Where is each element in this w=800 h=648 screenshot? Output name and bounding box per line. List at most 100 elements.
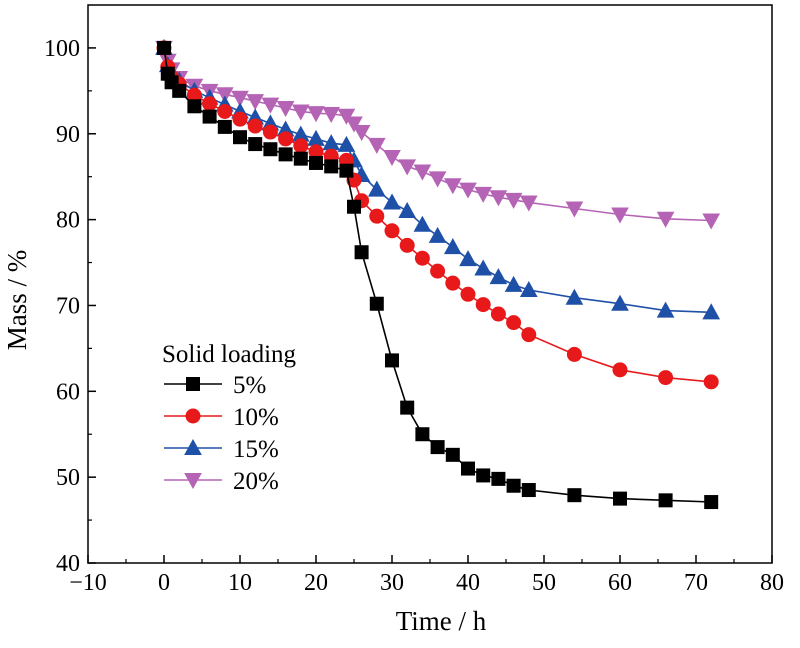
data-point-20-pct <box>474 186 493 203</box>
data-point-20-pct <box>656 211 675 228</box>
data-point-15-pct <box>428 226 447 243</box>
data-point-15-pct <box>489 268 508 285</box>
data-point-20-pct <box>504 192 523 209</box>
data-point-10-pct <box>430 263 446 279</box>
data-point-5-pct <box>347 199 361 214</box>
legend-item-15-pct: 15% <box>164 436 279 463</box>
data-point-20-pct <box>345 116 363 133</box>
data-point-5-pct <box>491 471 506 486</box>
data-point-15-pct <box>307 129 325 146</box>
data-point-15-pct <box>565 288 584 305</box>
data-point-10-pct <box>217 103 233 119</box>
data-point-5-pct <box>385 353 399 368</box>
data-point-20-pct <box>322 107 341 124</box>
data-point-20-pct <box>459 182 477 199</box>
x-tick-label: −10 <box>69 570 107 596</box>
x-tick-label: 30 <box>380 570 404 596</box>
series-layer <box>155 38 721 510</box>
data-point-20-pct <box>383 149 401 166</box>
data-point-10-pct <box>384 223 400 239</box>
y-tick-label: 60 <box>56 379 80 405</box>
legend-marker <box>186 377 200 391</box>
data-point-20-pct <box>413 164 432 181</box>
data-point-5-pct <box>506 478 521 493</box>
data-point-10-pct <box>521 327 537 343</box>
data-point-5-pct <box>658 493 673 508</box>
legend-title: Solid loading <box>162 341 297 368</box>
data-point-15-pct <box>656 301 675 318</box>
data-point-15-pct <box>504 275 523 292</box>
x-tick-label: 40 <box>456 570 480 596</box>
series-5-pct <box>157 40 719 510</box>
legend-label: 20% <box>233 468 279 495</box>
x-tick-label: 10 <box>228 570 252 596</box>
data-point-10-pct <box>475 297 491 313</box>
legend-marker <box>184 438 202 455</box>
data-point-10-pct <box>399 237 415 253</box>
data-point-10-pct <box>490 306 506 322</box>
data-point-10-pct <box>460 286 476 302</box>
data-point-10-pct <box>369 208 385 224</box>
legend-label: 15% <box>233 436 279 463</box>
data-point-5-pct <box>430 440 445 455</box>
y-tick-label: 100 <box>44 36 80 62</box>
data-point-10-pct <box>612 362 628 378</box>
data-point-20-pct <box>489 190 508 207</box>
data-point-20-pct <box>231 90 249 107</box>
y-tick-label: 70 <box>56 293 80 319</box>
x-tick-label: 0 <box>158 570 170 596</box>
data-point-10-pct <box>293 138 309 154</box>
data-point-20-pct <box>367 137 386 154</box>
data-point-20-pct <box>443 178 462 195</box>
x-tick-label: 50 <box>532 570 556 596</box>
data-point-20-pct <box>276 101 295 118</box>
data-point-10-pct <box>566 346 582 362</box>
data-point-20-pct <box>565 201 584 218</box>
data-point-5-pct <box>704 495 719 510</box>
legend-item-20-pct: 20% <box>164 468 279 495</box>
data-point-10-pct <box>414 250 430 266</box>
x-axis-title: Time / h <box>396 606 487 636</box>
data-point-15-pct <box>413 215 432 232</box>
data-point-15-pct <box>702 303 721 320</box>
data-point-5-pct <box>369 296 384 311</box>
data-point-15-pct <box>474 259 493 276</box>
data-point-10-pct <box>278 131 294 147</box>
data-point-15-pct <box>367 180 386 197</box>
data-point-20-pct <box>702 213 721 230</box>
legend-label: 5% <box>233 372 266 399</box>
y-axis-title: Mass / % <box>2 250 32 351</box>
data-point-15-pct <box>519 280 538 298</box>
data-point-5-pct <box>263 142 278 157</box>
data-point-20-pct <box>261 97 280 114</box>
data-point-10-pct <box>232 111 248 127</box>
data-point-5-pct <box>278 147 293 162</box>
data-point-20-pct <box>246 94 265 111</box>
legend-label: 10% <box>233 404 279 431</box>
data-point-5-pct <box>202 109 217 124</box>
data-point-5-pct <box>354 245 369 260</box>
legend-item-5-pct: 5% <box>164 372 266 399</box>
data-point-5-pct <box>476 468 491 483</box>
data-point-5-pct <box>324 159 339 174</box>
data-point-5-pct <box>461 461 475 476</box>
data-point-20-pct <box>215 87 234 104</box>
data-point-15-pct <box>459 250 477 267</box>
data-point-15-pct <box>383 193 401 210</box>
data-point-20-pct <box>291 104 310 121</box>
y-tick-label: 90 <box>56 122 80 148</box>
data-point-5-pct <box>157 40 171 55</box>
data-point-5-pct <box>521 483 536 498</box>
x-tick-label: 60 <box>608 570 632 596</box>
data-point-10-pct <box>445 275 461 291</box>
data-point-10-pct <box>247 118 263 134</box>
data-point-5-pct <box>217 119 232 134</box>
data-point-5-pct <box>400 400 415 415</box>
data-point-5-pct <box>233 130 247 145</box>
data-point-10-pct <box>658 370 674 386</box>
x-tick-label: 80 <box>760 570 784 596</box>
data-point-5-pct <box>415 427 430 442</box>
y-tick-label: 50 <box>56 465 80 491</box>
